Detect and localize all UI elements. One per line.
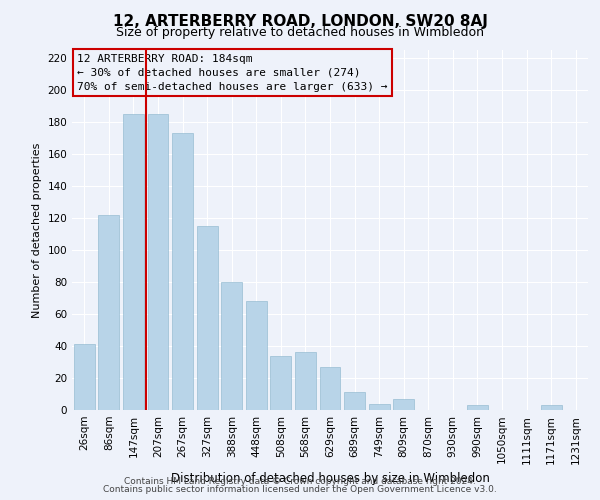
Bar [271, 356, 292, 410]
Text: Size of property relative to detached houses in Wimbledon: Size of property relative to detached ho… [116, 26, 484, 39]
Text: 12 ARTERBERRY ROAD: 184sqm
← 30% of detached houses are smaller (274)
70% of sem: 12 ARTERBERRY ROAD: 184sqm ← 30% of deta… [77, 54, 388, 92]
Bar [98, 215, 119, 410]
Text: Contains public sector information licensed under the Open Government Licence v3: Contains public sector information licen… [103, 484, 497, 494]
Bar [295, 352, 316, 410]
Bar [541, 405, 562, 410]
Bar [74, 344, 95, 410]
Text: Contains HM Land Registry data © Crown copyright and database right 2024.: Contains HM Land Registry data © Crown c… [124, 477, 476, 486]
Bar [320, 367, 340, 410]
Bar [467, 405, 488, 410]
Bar [393, 399, 414, 410]
Bar [172, 133, 193, 410]
Y-axis label: Number of detached properties: Number of detached properties [32, 142, 42, 318]
Bar [221, 282, 242, 410]
Bar [197, 226, 218, 410]
Bar [148, 114, 169, 410]
Bar [246, 301, 267, 410]
Text: 12, ARTERBERRY ROAD, LONDON, SW20 8AJ: 12, ARTERBERRY ROAD, LONDON, SW20 8AJ [113, 14, 487, 29]
Bar [344, 392, 365, 410]
Bar [123, 114, 144, 410]
Bar [368, 404, 389, 410]
X-axis label: Distribution of detached houses by size in Wimbledon: Distribution of detached houses by size … [170, 472, 490, 485]
